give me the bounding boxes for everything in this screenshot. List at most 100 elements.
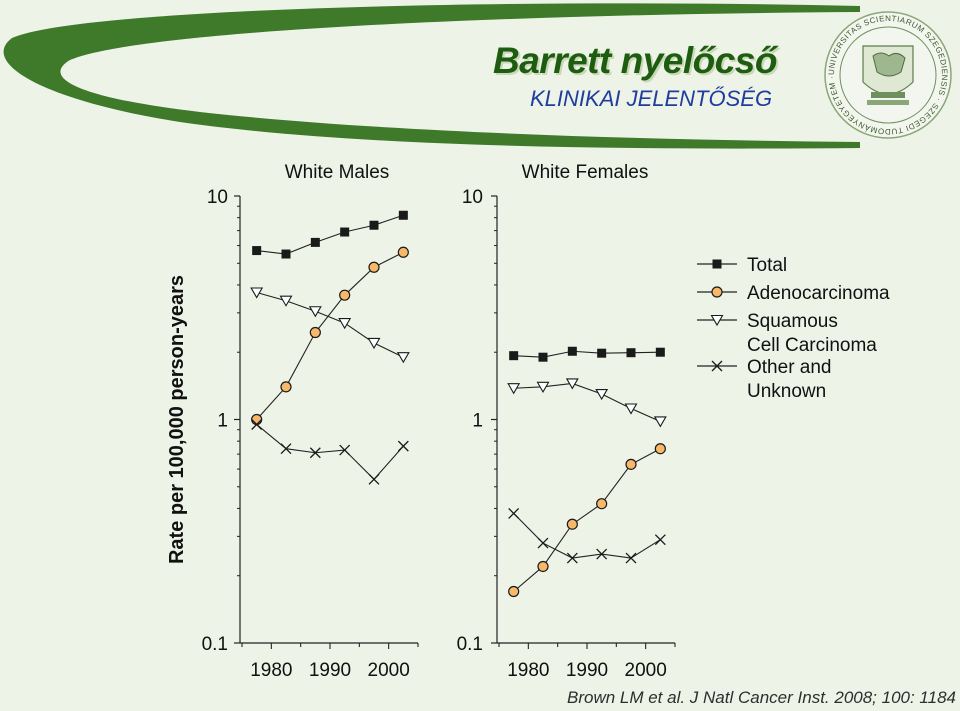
panel-title: White Females bbox=[522, 162, 649, 183]
legend-item: Other and Unknown bbox=[697, 357, 832, 402]
data-point bbox=[308, 306, 322, 318]
series-line bbox=[513, 448, 661, 592]
data-point bbox=[250, 287, 264, 299]
y-tick-label: 10 bbox=[462, 187, 483, 208]
data-point bbox=[625, 458, 637, 470]
data-point bbox=[537, 560, 549, 573]
y-tick-label: 1 bbox=[217, 411, 228, 432]
data-point bbox=[251, 413, 263, 426]
data-point bbox=[655, 347, 665, 357]
data-point bbox=[252, 246, 262, 256]
data-point bbox=[339, 289, 351, 301]
series-square bbox=[252, 210, 408, 259]
legend-marker bbox=[712, 259, 722, 269]
data-point bbox=[339, 444, 351, 456]
data-point bbox=[596, 498, 608, 510]
data-point bbox=[624, 403, 638, 415]
data-point bbox=[654, 443, 666, 455]
data-point bbox=[597, 348, 607, 358]
data-point bbox=[367, 337, 381, 350]
citation: Brown LM et al. J Natl Cancer Inst. 2008… bbox=[566, 688, 956, 707]
data-point bbox=[625, 552, 637, 564]
series-x bbox=[251, 419, 409, 485]
panel-title: White Males bbox=[285, 162, 390, 183]
series-line bbox=[256, 214, 404, 255]
legend-label: Cell Carcinoma bbox=[747, 335, 877, 356]
x-tick-label: 1990 bbox=[566, 660, 608, 681]
chart-legend: Total Adenocarcinoma Squamous Cell Carcinom… bbox=[697, 255, 890, 402]
y-tick-label: 0.1 bbox=[457, 634, 483, 655]
data-point bbox=[398, 210, 408, 220]
data-point bbox=[626, 348, 636, 358]
data-point bbox=[310, 237, 320, 247]
chart-panels: White Males Rate per 100,000 person-years… bbox=[166, 162, 676, 681]
data-point bbox=[368, 261, 380, 273]
data-point bbox=[369, 220, 379, 230]
series-triangle-down bbox=[250, 287, 410, 364]
data-point bbox=[596, 548, 608, 560]
data-point bbox=[280, 443, 292, 455]
data-point bbox=[536, 381, 550, 393]
page-title: Barrett nyelőcső bbox=[493, 40, 778, 81]
x-tick-label: 1980 bbox=[250, 660, 292, 681]
data-point bbox=[280, 381, 292, 393]
data-point bbox=[653, 416, 667, 428]
series-line bbox=[513, 350, 661, 358]
page-subtitle: KLINIKAI JELENTŐSÉG bbox=[530, 86, 773, 111]
data-point bbox=[654, 534, 666, 546]
data-point bbox=[565, 378, 579, 390]
series-circle bbox=[251, 246, 409, 426]
legend-label: Squamous bbox=[747, 311, 838, 332]
series-line bbox=[513, 382, 661, 422]
legend-label: Unknown bbox=[747, 381, 826, 402]
data-point bbox=[537, 537, 549, 549]
data-point bbox=[251, 419, 263, 430]
data-point bbox=[309, 326, 321, 339]
legend-marker bbox=[710, 314, 724, 327]
y-tick-label: 1 bbox=[472, 411, 483, 432]
legend-item: Total bbox=[697, 255, 787, 276]
series-circle bbox=[508, 443, 666, 598]
y-tick-label: 10 bbox=[207, 187, 228, 208]
data-point bbox=[538, 352, 548, 362]
data-point bbox=[566, 518, 578, 530]
data-point bbox=[397, 246, 409, 258]
x-tick-label: 2000 bbox=[625, 660, 667, 681]
data-point bbox=[507, 383, 521, 395]
panel-2: White Females 0.1 1 10 1980 1990 2000 bbox=[457, 162, 676, 681]
legend-label: Other and bbox=[747, 357, 832, 378]
legend-label: Total bbox=[747, 255, 787, 276]
series-triangle-down bbox=[507, 378, 667, 428]
series-line bbox=[513, 513, 661, 559]
legend-marker bbox=[711, 286, 723, 298]
x-tick-label: 2000 bbox=[368, 660, 410, 681]
data-point bbox=[396, 352, 410, 364]
university-seal-icon: UNIVERSITAS SCIENTIARUM SZEGEDIENSIS · S… bbox=[824, 11, 952, 139]
x-tick-label: 1980 bbox=[507, 660, 549, 681]
legend-label: Adenocarcinoma bbox=[747, 283, 890, 304]
series-line bbox=[256, 251, 404, 420]
data-point bbox=[566, 552, 578, 564]
legend-item: Adenocarcinoma bbox=[697, 283, 890, 304]
data-point bbox=[279, 295, 293, 307]
data-point bbox=[509, 351, 519, 361]
data-point bbox=[595, 388, 609, 401]
series-x bbox=[508, 507, 666, 564]
data-point bbox=[567, 346, 577, 356]
legend-marker bbox=[711, 360, 723, 372]
data-point bbox=[340, 227, 350, 237]
data-point bbox=[508, 507, 520, 519]
series-square bbox=[509, 346, 665, 362]
y-axis-label: Rate per 100,000 person-years bbox=[166, 275, 188, 564]
x-tick-label: 1990 bbox=[309, 660, 351, 681]
series-line bbox=[256, 291, 404, 358]
legend-item: Squamous Cell Carcinoma bbox=[697, 311, 877, 356]
series-line bbox=[256, 424, 404, 481]
data-point bbox=[397, 440, 409, 452]
y-tick-label: 0.1 bbox=[202, 634, 228, 655]
data-point bbox=[309, 447, 321, 459]
data-point bbox=[281, 249, 291, 259]
panel-1: White Males Rate per 100,000 person-years… bbox=[166, 162, 419, 681]
